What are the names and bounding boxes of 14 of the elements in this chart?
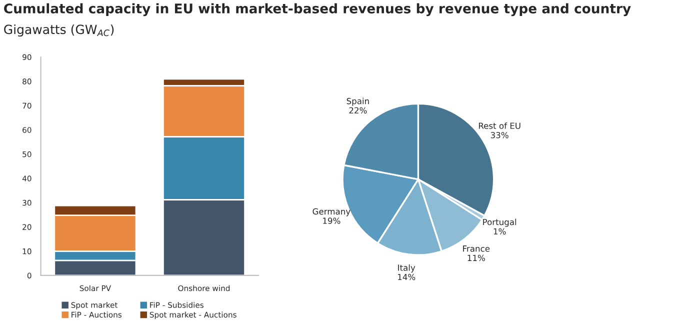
- slice-label: Germany: [312, 208, 350, 216]
- slice-label: Rest of EU: [478, 122, 520, 129]
- data-label: 33%: [490, 132, 508, 138]
- chart-subtitle: Gigawatts (GW$_{AC}$): [4, 24, 114, 37]
- data-label: 22%: [349, 107, 367, 114]
- slice-label: Italy: [398, 264, 416, 272]
- slice-label: Portugal: [483, 218, 516, 227]
- slice-label: Spain: [346, 98, 369, 106]
- data-label: 19%: [323, 218, 340, 224]
- data-label: 1%: [494, 228, 506, 235]
- data-label: 14%: [398, 274, 416, 280]
- slice-label: France: [463, 246, 490, 252]
- text: Cumulated capacity in EU with market-based revenues by revenue type and country: [4, 3, 631, 16]
- data-label: 11%: [468, 254, 485, 262]
